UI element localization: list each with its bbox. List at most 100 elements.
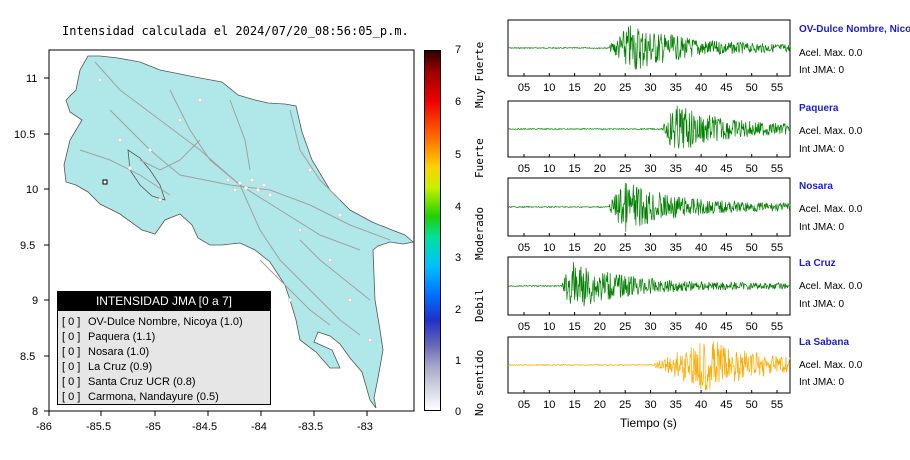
waveform-tick-label: 10 (543, 399, 555, 411)
waveform-tick-label: 20 (594, 321, 606, 333)
station-acel: Acel. Max. 0.0 (799, 204, 863, 215)
waveform-tick-label: 40 (695, 163, 707, 175)
x-tick-label: -84 (251, 421, 267, 433)
waveform-tick-label: 10 (543, 163, 555, 175)
waveform-tick-label: 15 (568, 242, 580, 254)
y-tick-label: 10.5 (14, 129, 35, 141)
legend-item[interactable]: [ 0 ] OV-Dulce Nombre, Nicoya (1.0) (62, 315, 270, 330)
station-name: La Cruz (799, 258, 836, 269)
waveform-tick-label: 25 (619, 82, 631, 94)
waveform-tick-label: 05 (518, 321, 530, 333)
legend-label: Carmona, Nandayure (0.5) (88, 391, 219, 403)
legend-count: [ 0 ] (62, 331, 81, 343)
y-tick-label: 8.5 (20, 351, 35, 363)
waveform-trace (507, 25, 791, 70)
legend-count: [ 0 ] (62, 346, 81, 358)
legend-label: Nosara (1.0) (88, 346, 150, 358)
station-acel: Acel. Max. 0.0 (799, 48, 863, 59)
waveform-tick-label: 30 (644, 163, 656, 175)
waveform-tick-label: 40 (695, 242, 707, 254)
waveform-tick-label: 10 (543, 242, 555, 254)
waveform-tick-label: 20 (594, 82, 606, 94)
station-int: Int JMA: 0 (799, 65, 845, 76)
x-tick-label: -83.5 (298, 421, 323, 433)
waveform-tick-label: 15 (568, 321, 580, 333)
station-int: Int JMA: 0 (799, 299, 845, 310)
y-tick-label: 10 (26, 184, 38, 196)
station-acel: Acel. Max. 0.0 (799, 360, 863, 371)
legend-label: Santa Cruz UCR (0.8) (88, 376, 196, 388)
legend-label: La Cruz (0.9) (88, 361, 153, 373)
waveform-tick-label: 30 (644, 242, 656, 254)
waveform-tick-label: 35 (670, 321, 682, 333)
waveform-tick-label: 30 (644, 321, 656, 333)
waveform-tick-label: 30 (644, 399, 656, 411)
waveform-tick-label: 10 (543, 82, 555, 94)
road-network (79, 61, 391, 336)
legend-item[interactable]: [ 0 ] Paquera (1.1) (62, 330, 270, 345)
waveform-tick-label: 45 (720, 242, 732, 254)
waveform-tick-label: 35 (670, 82, 682, 94)
map-title: Intensidad calculada el 2024/07/20_08:56… (62, 24, 409, 38)
waveform-tick-label: 30 (644, 82, 656, 94)
y-tick-label: 8 (32, 406, 38, 418)
waveform-trace (507, 341, 791, 391)
epicenter-marker (102, 179, 108, 185)
waveform-tick-label: 20 (594, 399, 606, 411)
colorbar-tick: 0 (455, 406, 462, 418)
waveform-trace (507, 105, 791, 149)
station-acel: Acel. Max. 0.0 (799, 281, 863, 292)
legend-count: [ 0 ] (62, 376, 81, 388)
waveform-tick-label: 15 (568, 163, 580, 175)
legend-count: [ 0 ] (62, 391, 81, 403)
legend-count: [ 0 ] (62, 316, 81, 328)
x-tick-label: -85.5 (86, 421, 111, 433)
station-int: Int JMA: 0 (799, 144, 845, 155)
waveform-tick-label: 45 (720, 399, 732, 411)
waveform-tick-label: 05 (518, 82, 530, 94)
y-tick-label: 9.5 (20, 240, 35, 252)
waveform-tick-label: 50 (746, 242, 758, 254)
waveform-tick-label: 15 (568, 399, 580, 411)
legend-item[interactable]: [ 0 ] Nosara (1.0) (62, 345, 270, 360)
colorbar-tick: 3 (455, 252, 462, 264)
station-name: OV-Dulce Nombre, Nicoya (799, 24, 910, 35)
waveform-tick-label: 20 (594, 163, 606, 175)
colorbar-tick: 2 (455, 304, 462, 316)
x-tick-label: -83 (357, 421, 373, 433)
waveform-tick-label: 55 (771, 242, 783, 254)
station-name: Paquera (799, 103, 839, 114)
station-name: Nosara (799, 181, 833, 192)
time-axis-label: Tiempo (s) (620, 416, 677, 430)
station-name: La Sabana (799, 337, 850, 348)
waveform-tick-label: 50 (746, 321, 758, 333)
colorbar-tick: 5 (455, 149, 462, 161)
legend-label: OV-Dulce Nombre, Nicoya (1.0) (88, 316, 243, 328)
waveform-tick-label: 55 (771, 82, 783, 94)
station-acel: Acel. Max. 0.0 (799, 126, 863, 137)
waveform-tick-label: 05 (518, 399, 530, 411)
waveform-tick-label: 45 (720, 163, 732, 175)
colorbar-tick: 6 (455, 96, 462, 108)
colorbar-tick: 1 (455, 355, 462, 367)
waveform-tick-label: 50 (746, 399, 758, 411)
waveform-tick-label: 40 (695, 399, 707, 411)
waveform-tick-label: 25 (619, 163, 631, 175)
legend-count: [ 0 ] (62, 361, 81, 373)
intensity-legend: INTENSIDAD JMA [0 a 7] [ 0 ] OV-Dulce Nom… (57, 291, 271, 405)
waveform-tick-label: 45 (720, 82, 732, 94)
waveform-tick-label: 25 (619, 399, 631, 411)
waveform-tick-label: 25 (619, 321, 631, 333)
x-tick-label: -85 (145, 421, 161, 433)
waveform-tick-label: 50 (746, 82, 758, 94)
colorbar-tick: 7 (455, 44, 462, 56)
y-tick-label: 11 (26, 73, 37, 85)
waveform-trace (507, 182, 791, 232)
legend-item[interactable]: [ 0 ] Carmona, Nandayure (0.5) (62, 390, 270, 405)
waveform-tick-label: 40 (695, 321, 707, 333)
legend-item[interactable]: [ 0 ] La Cruz (0.9) (62, 360, 270, 375)
station-int: Int JMA: 0 (799, 222, 845, 233)
legend-item[interactable]: [ 0 ] Santa Cruz UCR (0.8) (62, 375, 270, 390)
waveform-tick-label: 40 (695, 82, 707, 94)
